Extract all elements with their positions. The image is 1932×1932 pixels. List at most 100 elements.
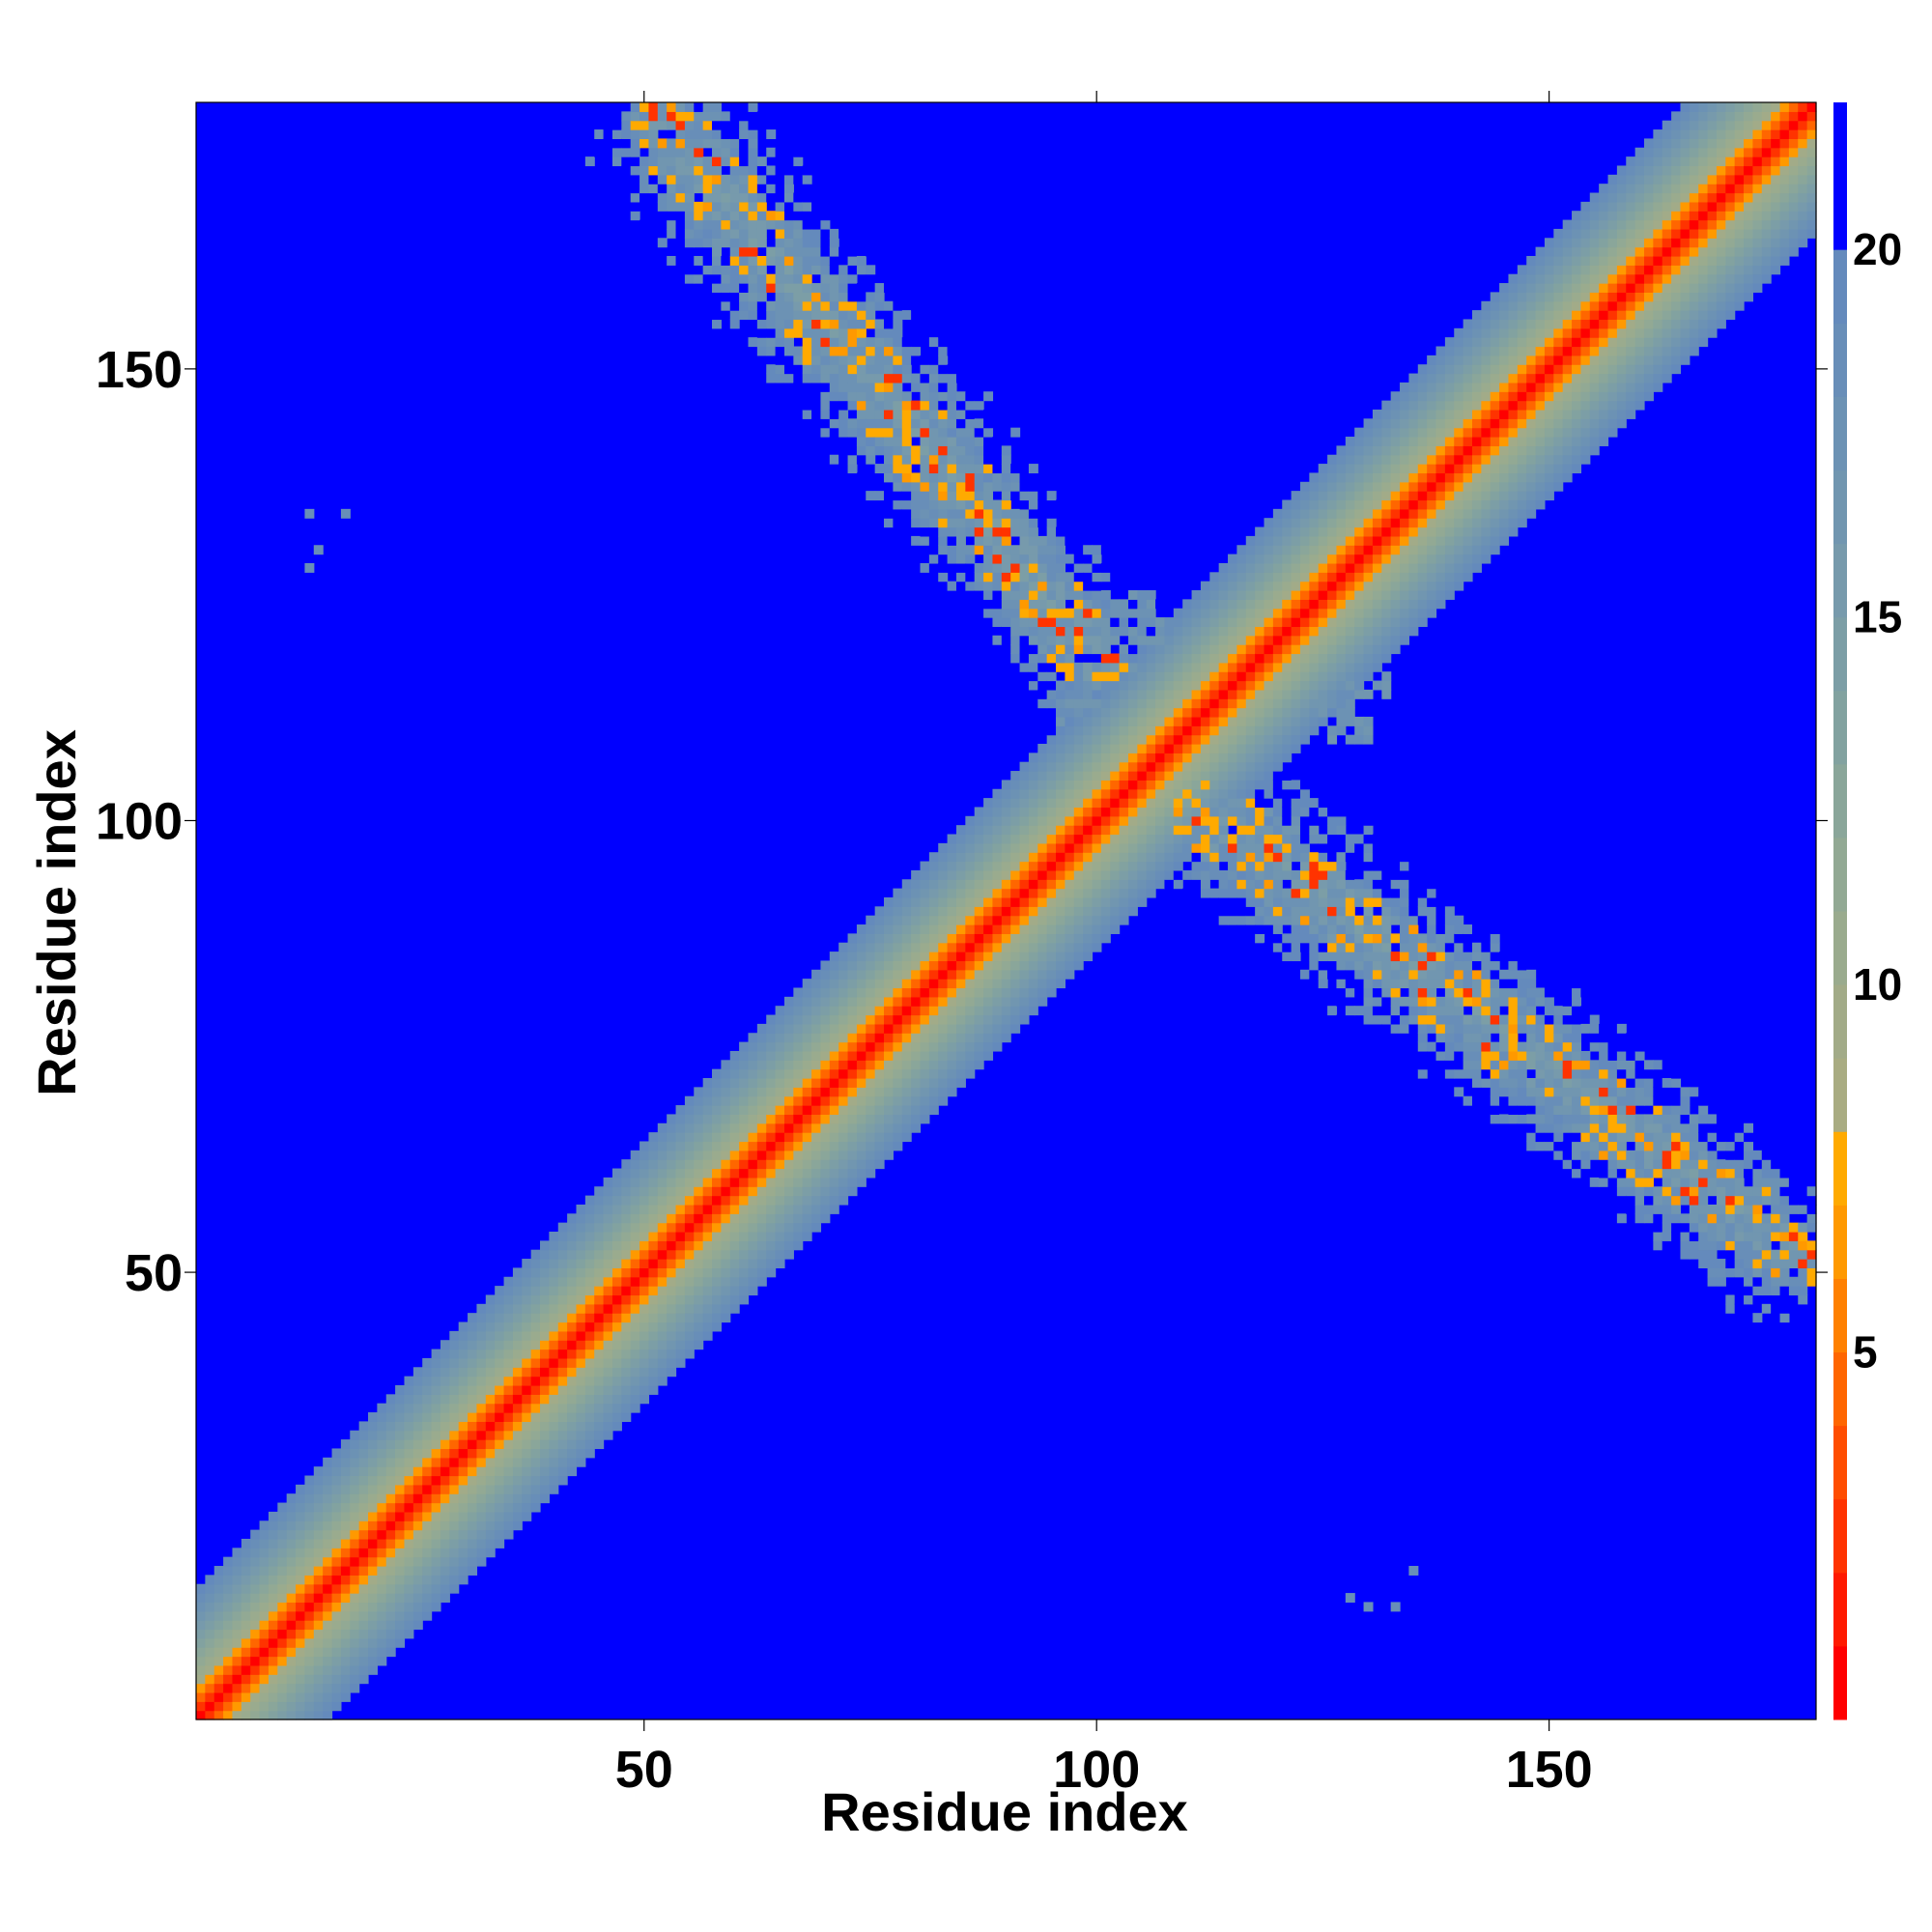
heatmap-cell: [1073, 798, 1084, 809]
heatmap-cell: [783, 265, 794, 275]
heatmap-cell: [205, 1610, 215, 1621]
heatmap-cell: [766, 192, 777, 203]
heatmap-cell: [1019, 915, 1030, 925]
heatmap-cell: [1073, 861, 1084, 871]
heatmap-cell: [1245, 635, 1256, 645]
heatmap-cell: [1019, 933, 1030, 944]
heatmap-cell: [1191, 716, 1202, 726]
heatmap-cell: [1028, 834, 1038, 844]
heatmap-cell: [1119, 788, 1129, 799]
heatmap-cell: [603, 1376, 613, 1386]
heatmap-cell: [639, 1286, 650, 1296]
heatmap-cell: [1272, 780, 1283, 790]
heatmap-cell: [1245, 707, 1256, 718]
heatmap-cell: [611, 1231, 622, 1241]
heatmap-cell: [965, 815, 976, 826]
heatmap-cell: [657, 1186, 668, 1197]
heatmap-cell: [1291, 879, 1301, 890]
heatmap-cell: [802, 211, 812, 221]
heatmap-cell: [1272, 599, 1283, 610]
heatmap-cell: [684, 201, 695, 212]
heatmap-cell: [983, 952, 994, 962]
heatmap-cell: [748, 238, 758, 248]
heatmap-cell: [983, 599, 994, 610]
heatmap-cell: [1010, 608, 1021, 618]
heatmap-cell: [667, 1213, 677, 1224]
heatmap-cell: [965, 526, 976, 537]
heatmap-cell: [611, 1357, 622, 1368]
heatmap-cell: [893, 906, 903, 917]
heatmap-cell: [1245, 680, 1256, 691]
heatmap-cell: [1309, 969, 1320, 980]
heatmap-cell: [965, 834, 976, 844]
heatmap-cell: [1127, 906, 1138, 917]
heatmap-cell: [712, 1114, 722, 1124]
heatmap-cell: [576, 1448, 586, 1459]
heatmap-cell: [1155, 707, 1166, 718]
heatmap-cell: [820, 1122, 831, 1133]
heatmap-cell: [1236, 825, 1247, 836]
heatmap-cell: [920, 1050, 930, 1061]
heatmap-cell: [1228, 608, 1237, 618]
heatmap-cell: [1272, 815, 1283, 826]
heatmap-cell: [1191, 599, 1202, 610]
heatmap-cell: [974, 906, 984, 917]
heatmap-cell: [712, 1122, 722, 1133]
heatmap-cell: [838, 327, 849, 338]
heatmap-cell: [422, 1448, 433, 1459]
heatmap-cell: [1001, 979, 1011, 989]
heatmap-cell: [1100, 734, 1111, 745]
heatmap-cell: [928, 869, 939, 880]
heatmap-cell: [1073, 852, 1084, 863]
heatmap-cell: [729, 1259, 740, 1268]
heatmap-cell: [395, 1548, 406, 1558]
heatmap-cell: [901, 391, 912, 402]
heatmap-cell: [775, 1014, 785, 1025]
heatmap-cell: [829, 273, 839, 284]
heatmap-cell: [1309, 698, 1320, 709]
heatmap-cell: [584, 1403, 595, 1413]
heatmap-cell: [286, 1683, 297, 1693]
heatmap-cell: [431, 1384, 441, 1395]
heatmap-cell: [648, 1384, 659, 1395]
heatmap-cell: [250, 1538, 261, 1548]
heatmap-cell: [1065, 572, 1075, 582]
heatmap-cell: [766, 1249, 777, 1260]
heatmap-cell: [667, 1259, 677, 1268]
heatmap-cell: [820, 1141, 831, 1151]
heatmap-cell: [503, 1511, 514, 1521]
heatmap-cell: [756, 1078, 767, 1088]
heatmap-cell: [739, 1114, 750, 1124]
heatmap-cell: [775, 1068, 785, 1079]
heatmap-cell: [350, 1575, 360, 1585]
heatmap-cell: [856, 373, 867, 384]
heatmap-cell: [783, 1087, 794, 1097]
heatmap-cell: [1010, 518, 1021, 528]
heatmap-cell: [1037, 562, 1048, 573]
heatmap-cell: [739, 300, 750, 311]
heatmap-cell: [313, 1701, 324, 1712]
heatmap-cell: [1291, 617, 1301, 628]
heatmap-cell: [756, 1068, 767, 1079]
heatmap-cell: [485, 1403, 496, 1413]
heatmap-cell: [1056, 554, 1065, 564]
heatmap-cell: [449, 1548, 460, 1558]
heatmap-cell: [766, 147, 777, 157]
heatmap-cell: [1191, 644, 1202, 655]
heatmap-cell: [377, 1493, 387, 1504]
heatmap-cell: [992, 933, 1003, 944]
heatmap-cell: [476, 1493, 487, 1504]
heatmap-cell: [567, 1384, 578, 1395]
heatmap-cell: [965, 454, 976, 465]
heatmap-cell: [630, 1403, 640, 1413]
heatmap-cell: [358, 1457, 369, 1467]
heatmap-cell: [955, 364, 966, 375]
heatmap-cell: [920, 952, 930, 962]
heatmap-cell: [1291, 554, 1301, 564]
heatmap-cell: [802, 409, 812, 419]
heatmap-cell: [1019, 562, 1030, 573]
heatmap-cell: [928, 535, 939, 546]
heatmap-cell: [739, 1041, 750, 1052]
heatmap-cell: [468, 1430, 478, 1440]
heatmap-cell: [928, 382, 939, 392]
